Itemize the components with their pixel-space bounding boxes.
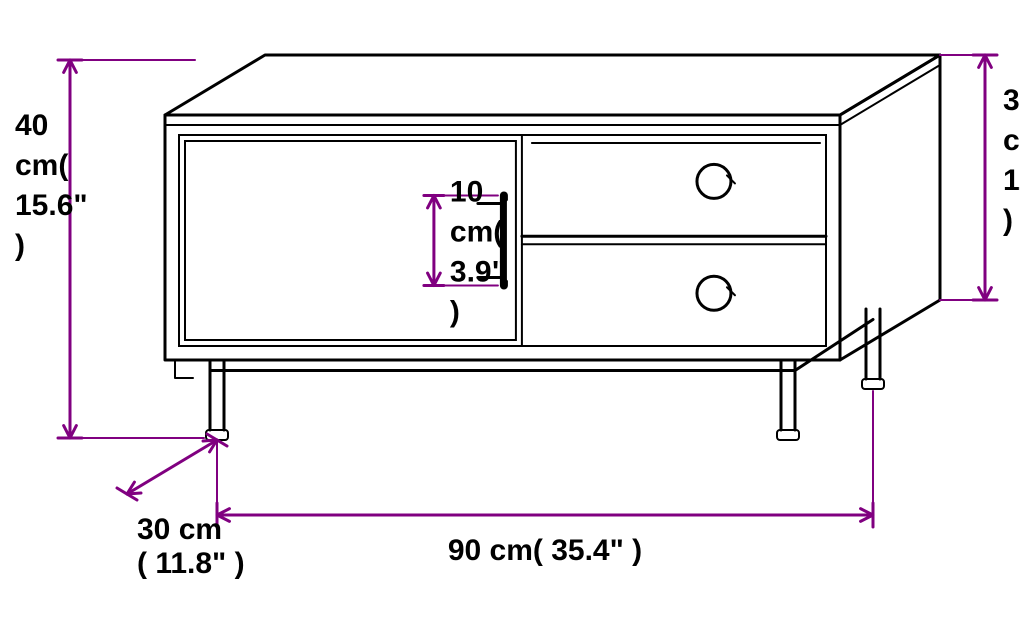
dim-label: 30: [1003, 84, 1020, 117]
furniture-dimension-diagram: 40 cm( 15.6") 30 cm( 11.8") 10 cm( 3.9") 90 cm( 3…: [0, 0, 1020, 622]
dim-label: ): [15, 229, 25, 262]
dim-label: 10: [450, 176, 483, 209]
dim-label: cm(: [15, 149, 68, 182]
dim-label: 30 cm: [137, 513, 222, 546]
dim-label: ( 11.8" ): [137, 547, 245, 580]
dim-label-width: 90 cm( 35.4" ): [448, 534, 642, 567]
dim-label: 40: [15, 109, 48, 142]
dim-label: ): [450, 296, 460, 329]
dim-label: 11.8": [1003, 164, 1020, 197]
dim-label: 15.6": [15, 189, 88, 222]
dim-label: 3.9": [450, 256, 506, 289]
dim-label: ): [1003, 204, 1013, 237]
dim-label: cm(: [450, 216, 503, 249]
dim-label: cm(: [1003, 124, 1020, 157]
